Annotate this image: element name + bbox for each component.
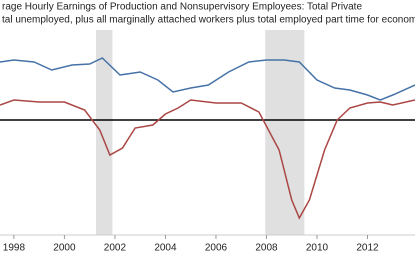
x-tick-label: 2010: [306, 243, 329, 254]
series-line: [0, 99, 415, 220]
series-line: [0, 57, 415, 101]
x-tick-label: 2006: [205, 243, 228, 254]
recession-band: [265, 30, 305, 235]
series-title: tal unemployed, plus all marginally atta…: [2, 15, 415, 26]
x-tick-label: 2002: [104, 243, 127, 254]
x-tick-label: 2004: [154, 243, 177, 254]
recession-band: [95, 30, 113, 235]
x-tick-label: 2012: [356, 243, 379, 254]
x-tick-label: 1998: [3, 243, 26, 254]
series-title: rage Hourly Earnings of Production and N…: [2, 2, 362, 13]
x-tick-label: 2000: [53, 243, 76, 254]
x-tick-label: 2008: [255, 243, 278, 254]
